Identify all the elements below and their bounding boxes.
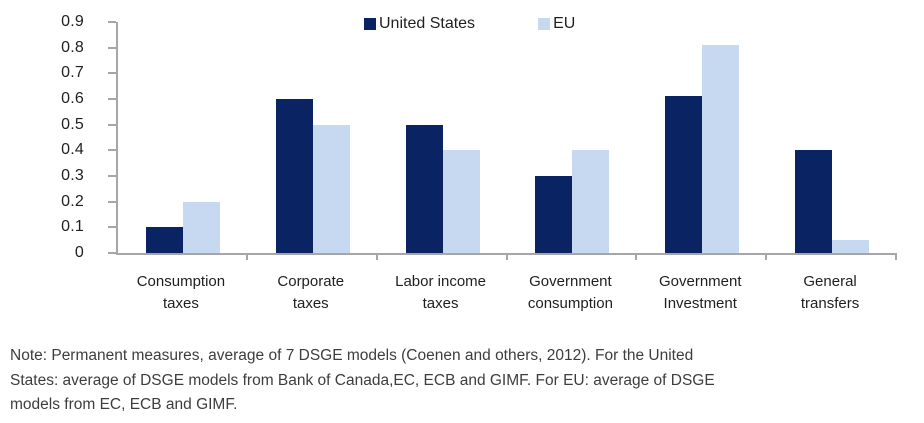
x-tick-mark <box>375 255 378 260</box>
category-label: Consumption taxes <box>116 271 246 315</box>
x-tick-mark <box>245 255 248 260</box>
category-label-line: taxes <box>292 295 329 312</box>
legend-label: EU <box>553 15 576 32</box>
bar-eu <box>312 124 350 253</box>
bar-united-states <box>665 96 703 253</box>
note-line: models from EC, ECB and GIMF. <box>10 396 238 413</box>
category-label-line: Government <box>658 273 742 290</box>
category-label-line: taxes <box>162 295 199 312</box>
x-tick-mark <box>505 255 508 260</box>
note-line: States: average of DSGE models from Bank… <box>10 371 715 389</box>
bar-group-corporate-taxes <box>248 22 378 253</box>
category-label-line: Labor income <box>395 273 487 290</box>
y-tick-mark <box>108 200 116 203</box>
category-label-line: taxes <box>422 295 459 312</box>
y-tick-label: 0.8 <box>61 38 84 56</box>
y-tick-label: 0 <box>74 244 84 261</box>
x-tick-mark <box>635 255 638 260</box>
legend-swatch-icon <box>538 18 551 30</box>
bar-group-government-investment <box>637 22 767 253</box>
bar-group-consumption-taxes <box>118 22 248 253</box>
note-line: Note: Permanent measures, average of 7 D… <box>10 347 694 364</box>
legend-item-united-states: United States <box>364 15 475 33</box>
legend-swatch-icon <box>364 18 376 30</box>
category-label: Labor income taxes <box>376 271 506 315</box>
category-label-line: Investment <box>663 295 737 312</box>
bar-eu <box>572 150 610 253</box>
bar-united-states <box>145 227 183 253</box>
category-label: Corporate taxes <box>246 271 376 315</box>
y-tick-label: 0.9 <box>61 13 84 30</box>
category-label-line: consumption <box>527 295 613 312</box>
category-label: General transfers <box>765 271 895 315</box>
category-label-line: Government <box>529 273 612 290</box>
bar-group-government-consumption <box>508 22 638 253</box>
y-tick-mark <box>108 149 116 152</box>
bar-eu <box>442 150 480 253</box>
y-tick-mark <box>108 252 116 254</box>
category-label: Government consumption <box>506 271 636 315</box>
y-tick-label: 0.1 <box>61 218 84 236</box>
bar-united-states <box>535 176 573 253</box>
y-tick-label: 0.3 <box>61 167 84 184</box>
x-tick-mark <box>765 255 768 260</box>
category-label-line: Consumption <box>136 273 226 290</box>
bar-eu <box>182 201 220 253</box>
bar-group-labor-income-taxes <box>378 22 508 253</box>
category-label-line: General <box>803 273 857 290</box>
y-tick-label: 0.6 <box>61 90 84 107</box>
bar-united-states <box>405 124 443 253</box>
x-tick-mark <box>895 255 897 260</box>
y-tick-mark <box>108 46 116 49</box>
y-tick-label: 0.7 <box>61 64 84 82</box>
y-tick-mark <box>108 21 116 23</box>
legend-item-eu: EU <box>538 15 575 33</box>
bar-united-states <box>275 99 313 253</box>
chart-legend: United States EU <box>364 15 575 33</box>
category-label-line: Corporate <box>277 273 345 290</box>
category-label: Government Investment <box>635 271 765 315</box>
y-tick-mark <box>108 175 116 177</box>
y-tick-mark <box>108 98 116 100</box>
bar-group-general-transfers <box>767 22 897 253</box>
legend-label: United States <box>379 15 476 32</box>
category-label-line: transfers <box>800 295 860 312</box>
y-tick-mark <box>108 72 116 75</box>
y-tick-mark <box>108 123 116 126</box>
chart-note: Note: Permanent measures, average of 7 D… <box>10 344 916 418</box>
y-tick-label: 0.2 <box>61 192 84 210</box>
y-tick-label: 0.5 <box>61 115 84 133</box>
bar-united-states <box>795 150 833 253</box>
bar-eu <box>832 240 870 253</box>
bar-eu <box>702 45 740 253</box>
y-tick-mark <box>108 226 116 229</box>
y-tick-label: 0.4 <box>61 141 84 159</box>
plot-area <box>116 22 897 255</box>
